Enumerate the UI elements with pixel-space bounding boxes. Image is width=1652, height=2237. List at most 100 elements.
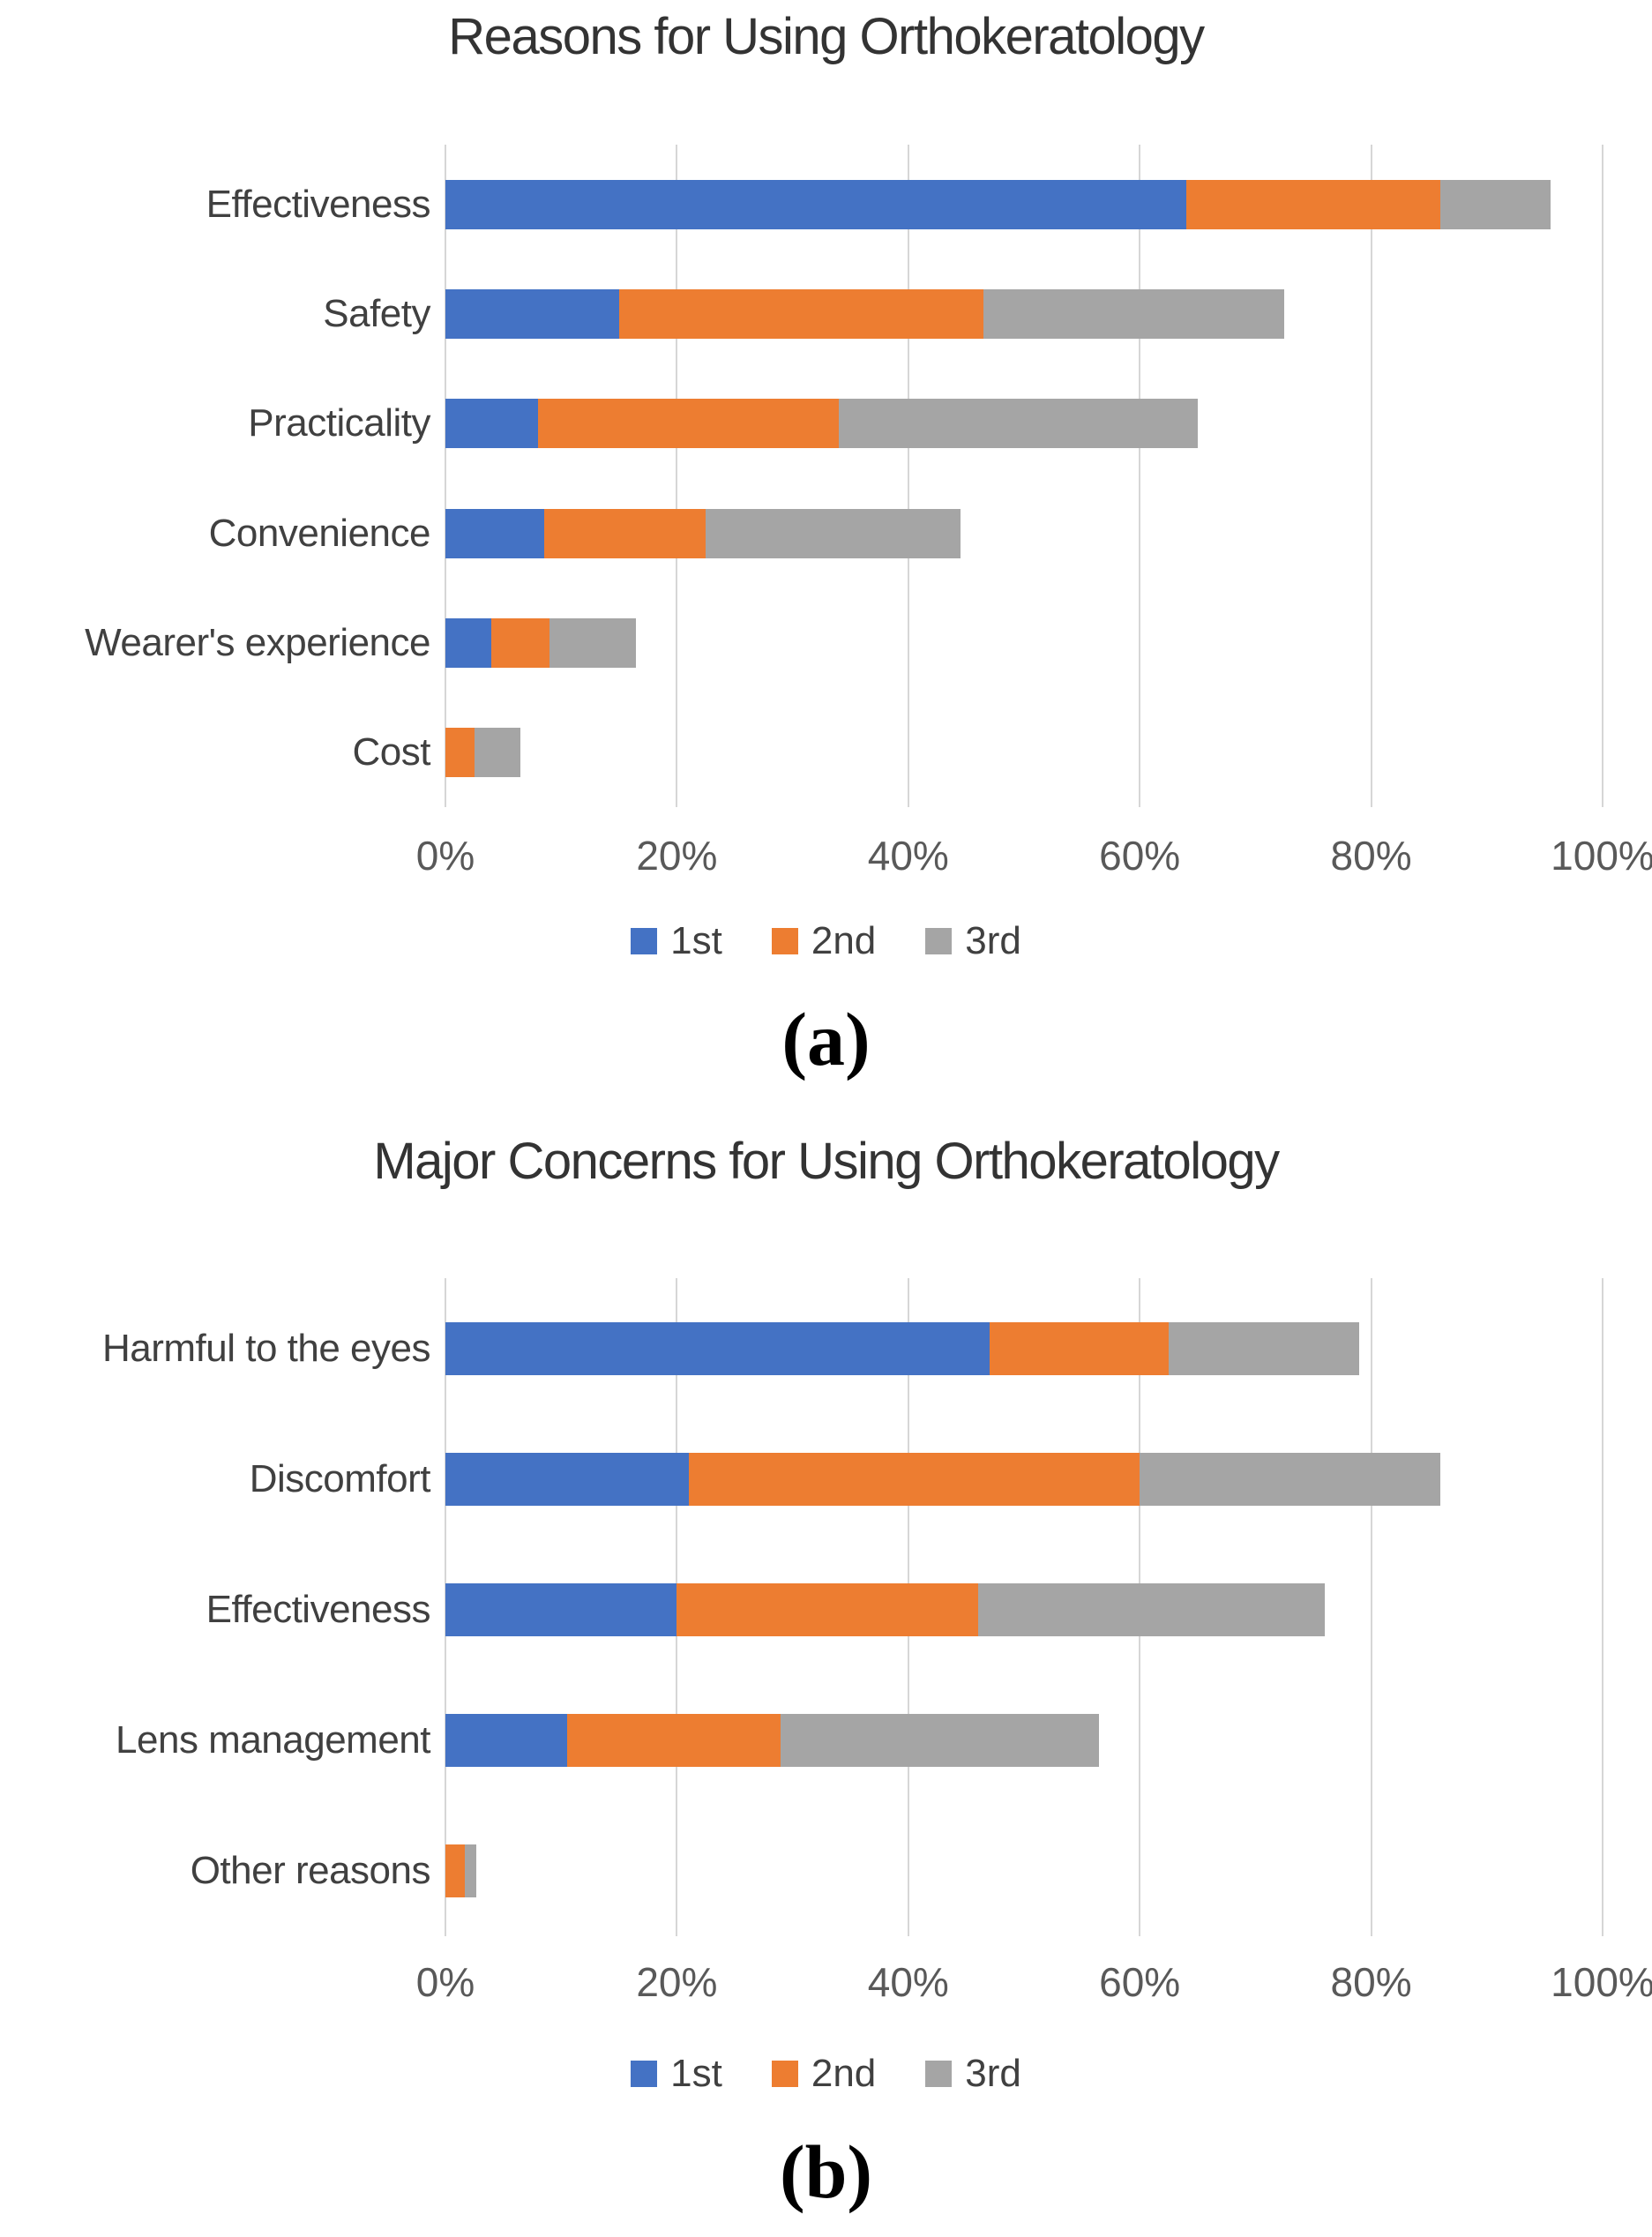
bar-segment-3rd [549, 617, 637, 668]
gridline [1139, 145, 1141, 807]
bar-segment-1st [445, 1714, 567, 1767]
bar-segment-2nd [445, 1844, 466, 1897]
bar-segment-1st [445, 1453, 689, 1506]
x-tick-label: 40% [867, 833, 949, 879]
grid-overlay [445, 145, 1603, 807]
legend-label: 3rd [965, 2052, 1021, 2095]
bar-segment-2nd [491, 617, 550, 668]
legend-item-2nd: 2nd [771, 2052, 876, 2096]
chart-row: Lens management [0, 1675, 1652, 1806]
category-label: Convenience [208, 511, 431, 555]
bar-segment-3rd [1168, 1322, 1360, 1375]
gridline [1602, 1278, 1603, 1936]
x-tick-label: 60% [1099, 1959, 1181, 2005]
bar-segment-1st [445, 180, 1186, 230]
bar-segment-2nd [566, 1714, 781, 1767]
gridline [676, 145, 678, 807]
legend-swatch-3rd [925, 928, 953, 954]
x-tick-label: 80% [1330, 833, 1412, 879]
bar-segment-2nd [1185, 180, 1441, 230]
bar-track [445, 727, 1603, 777]
bar-segment-2nd [537, 399, 840, 449]
legend-label: 1st [670, 2052, 722, 2095]
chart-row: Harmful to the eyes [0, 1283, 1652, 1414]
category-label: Practicality [248, 401, 430, 445]
chart-row: Discomfort [0, 1414, 1652, 1545]
chart-row: Cost [0, 698, 1652, 807]
legend-swatch-3rd [925, 2061, 953, 2087]
chart-row: Effectiveness [0, 1545, 1652, 1675]
gridline [907, 145, 909, 807]
legend-item-3rd: 3rd [925, 919, 1021, 963]
bar-segment-3rd [474, 727, 521, 777]
bar-segment-2nd [618, 289, 984, 340]
gridline [445, 145, 446, 807]
legend-item-2nd: 2nd [771, 919, 877, 963]
bar-segment-2nd [676, 1583, 978, 1636]
chart-row: Wearer's experience [0, 588, 1652, 698]
chart-row: Practicality [0, 369, 1652, 478]
chart-row: Effectiveness [0, 150, 1652, 259]
bar-segment-2nd [989, 1322, 1169, 1375]
bar-segment-1st [445, 617, 492, 668]
chart-b-plot-area: Harmful to the eyes Discomfort Effectivene… [0, 1278, 1652, 1936]
legend-swatch-1st [631, 2061, 658, 2087]
chart-b-x-axis: 0% 20% 40% 60% 80% 100% [0, 1958, 1652, 2015]
legend-item-1st: 1st [631, 2052, 722, 2096]
gridline [1370, 1278, 1372, 1936]
category-label: Harmful to the eyes [102, 1327, 431, 1370]
category-label: Discomfort [249, 1457, 431, 1500]
bar-track [445, 399, 1603, 449]
legend-item-1st: 1st [631, 919, 722, 963]
bar-track [445, 1844, 1603, 1897]
bar-segment-2nd [688, 1453, 1140, 1506]
bar-track [445, 1453, 1603, 1506]
bar-segment-3rd [977, 1583, 1326, 1636]
bar-track [445, 508, 1603, 558]
chart-a-legend: 1st 2nd 3rd [0, 919, 1652, 963]
x-tick-label: 0% [415, 1959, 475, 2005]
chart-b-title: Major Concerns for Using Orthokeratology [373, 1133, 1280, 1190]
bar-segment-1st [445, 399, 538, 449]
legend-swatch-1st [631, 928, 658, 954]
x-tick-label: 40% [867, 1959, 949, 2005]
category-label: Wearer's experience [85, 620, 430, 664]
bar-segment-2nd [543, 508, 706, 558]
category-label: Other reasons [190, 1849, 431, 1892]
bar-segment-3rd [983, 289, 1285, 340]
gridline [1602, 145, 1603, 807]
bar-segment-3rd [465, 1844, 477, 1897]
x-tick-label: 100% [1551, 833, 1652, 879]
x-tick-label: 20% [636, 1959, 718, 2005]
category-label: Safety [323, 292, 430, 336]
bar-track [445, 1714, 1603, 1767]
chart-row: Convenience [0, 478, 1652, 587]
legend-label: 2nd [811, 919, 877, 962]
legend-label: 1st [670, 919, 722, 962]
bar-segment-1st [445, 508, 544, 558]
bar-segment-1st [445, 289, 619, 340]
x-tick-label: 100% [1551, 1959, 1652, 2005]
bar-segment-2nd [445, 727, 475, 777]
legend-label: 3rd [965, 919, 1021, 962]
bar-track [445, 180, 1603, 230]
chart-row: Safety [0, 259, 1652, 369]
x-tick-label: 80% [1330, 1959, 1412, 2005]
bar-segment-3rd [839, 399, 1198, 449]
bar-track [445, 617, 1603, 668]
category-label: Lens management [116, 1718, 430, 1762]
bar-segment-3rd [706, 508, 961, 558]
chart-a-caption: (a) [781, 997, 871, 1081]
chart-a-plot-area: Effectiveness Safety Practicality Convenien… [0, 145, 1652, 807]
legend-item-3rd: 3rd [925, 2052, 1021, 2096]
bar-track [445, 289, 1603, 340]
bar-segment-3rd [1440, 180, 1551, 230]
x-tick-label: 20% [636, 833, 718, 879]
chart-row: Other reasons [0, 1806, 1652, 1936]
gridline [1370, 145, 1372, 807]
bar-segment-1st [445, 1583, 677, 1636]
chart-b-caption: (b) [779, 2129, 873, 2214]
x-tick-label: 60% [1099, 833, 1181, 879]
bar-segment-3rd [781, 1714, 1100, 1767]
